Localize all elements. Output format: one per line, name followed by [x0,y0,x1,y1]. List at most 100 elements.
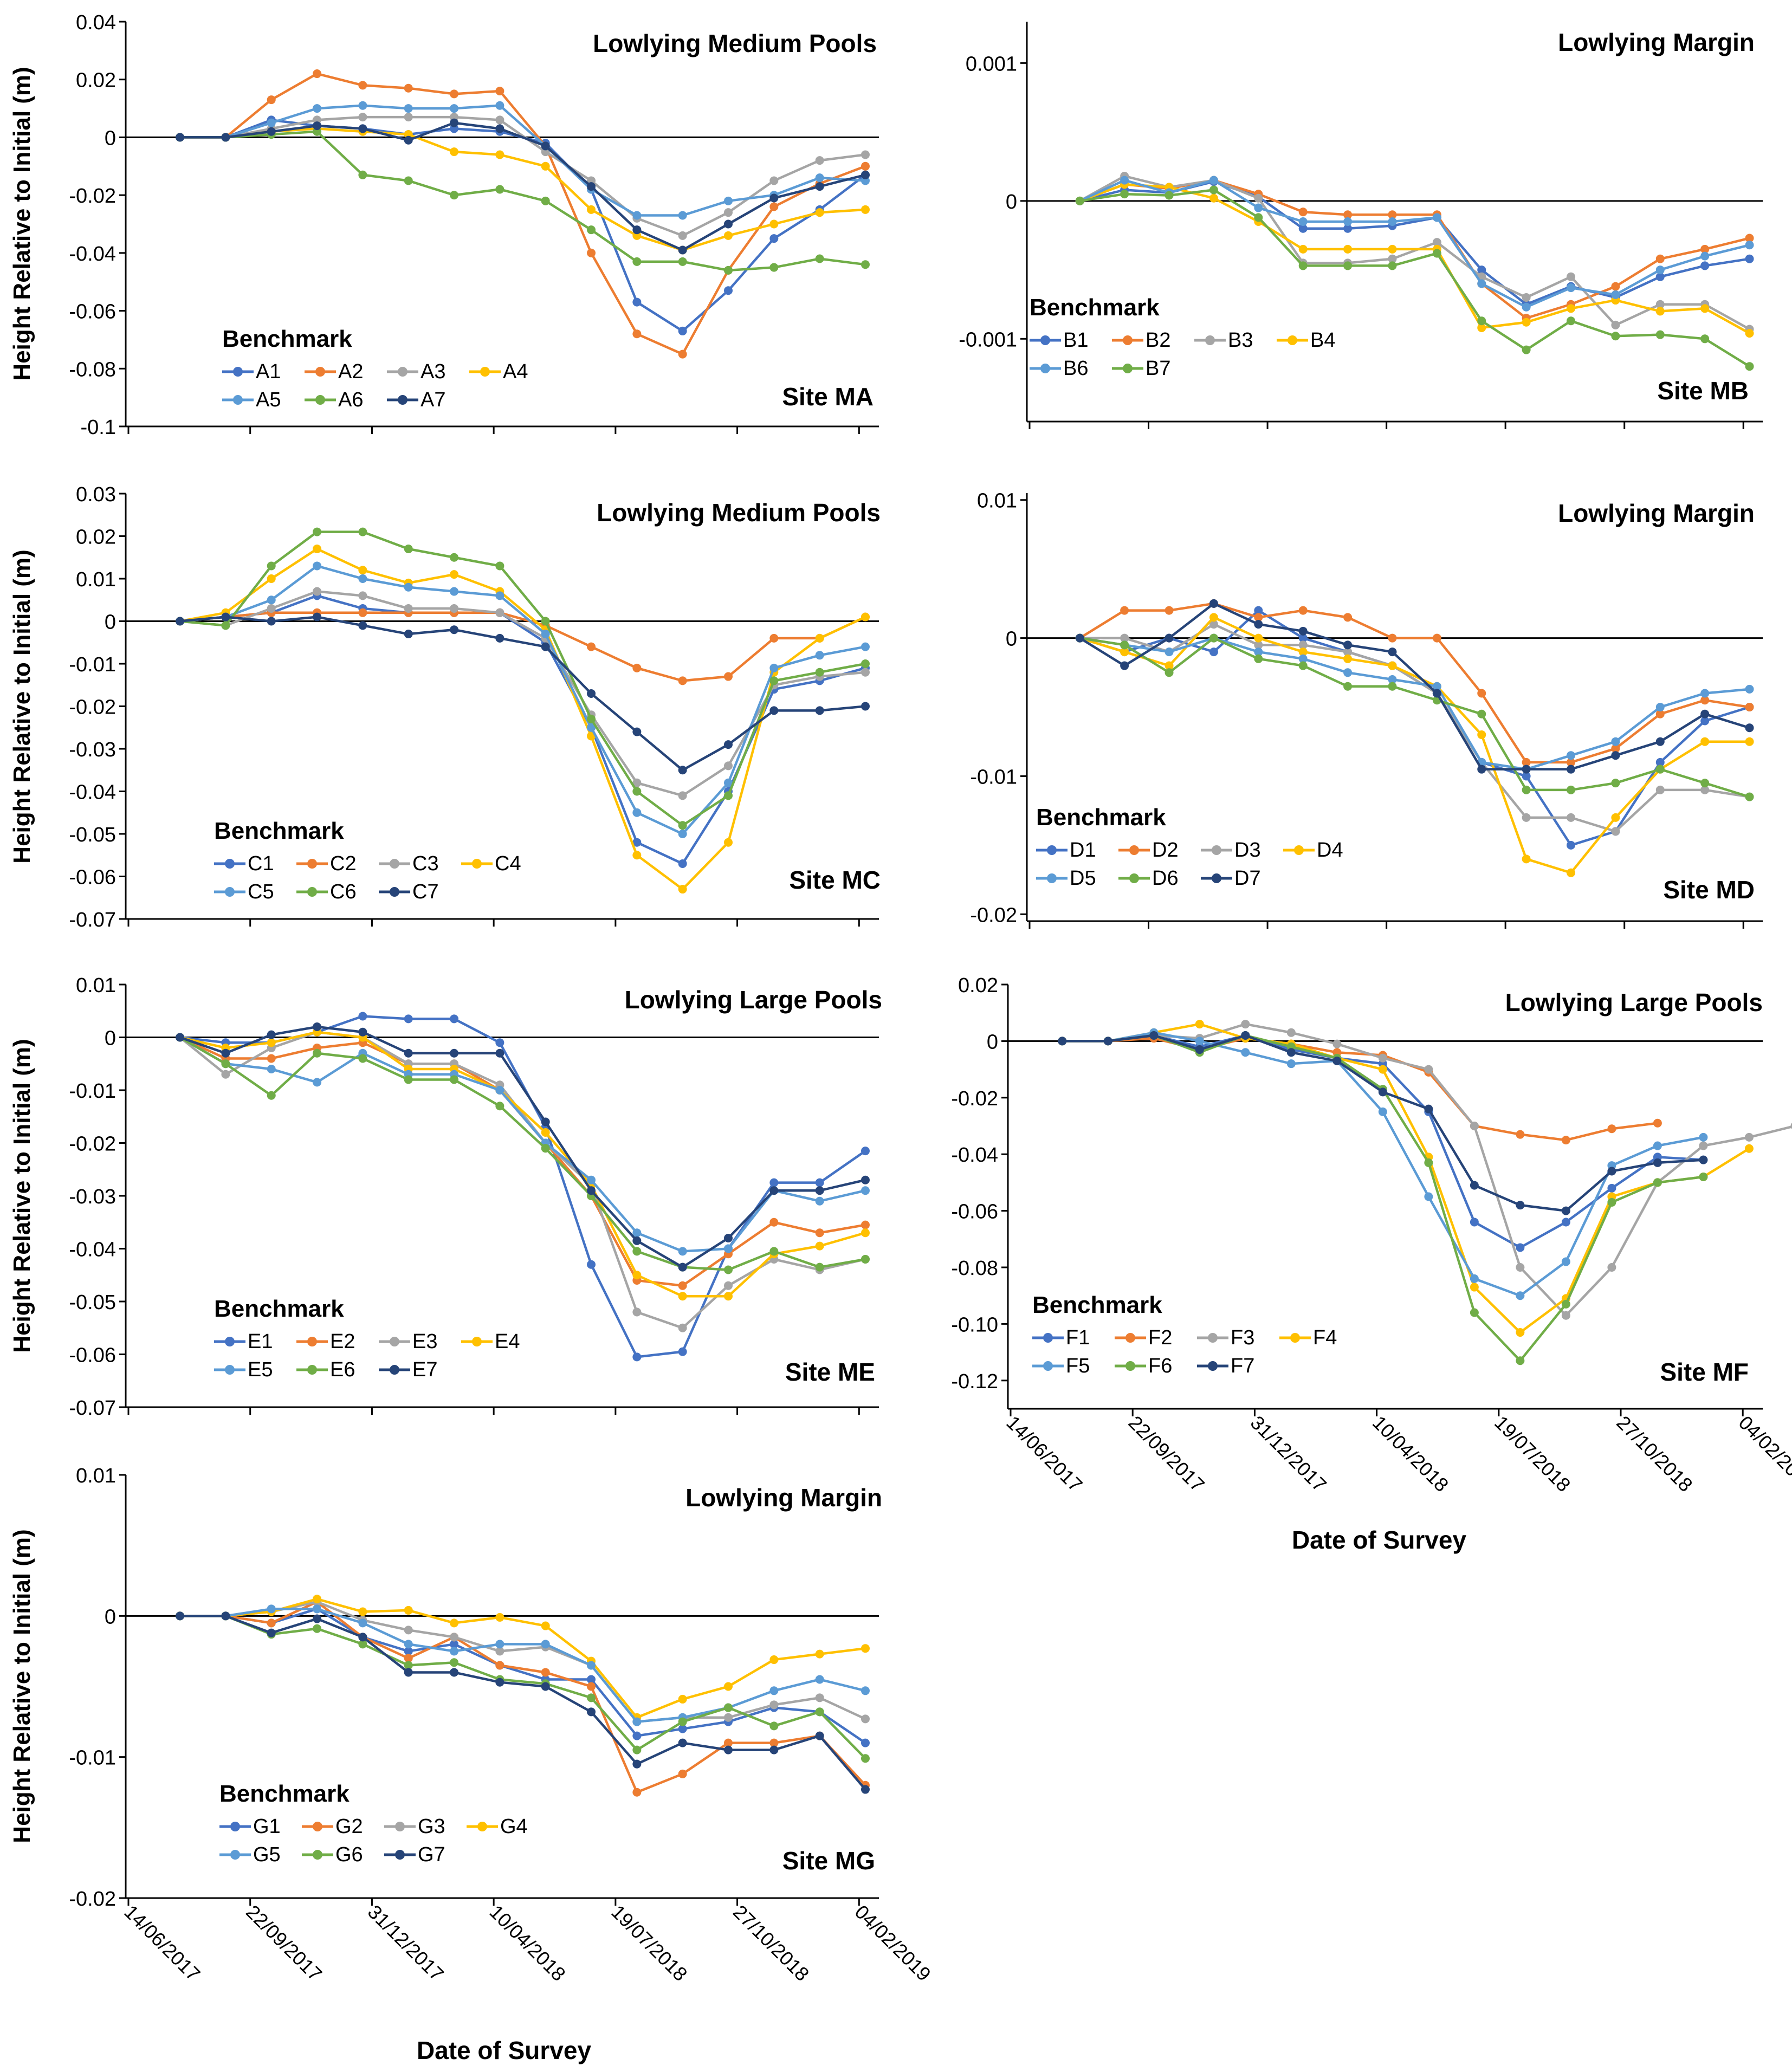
data-point-E1 [404,1014,413,1024]
data-point-A2 [358,81,367,90]
data-point-F6 [1607,1197,1616,1207]
data-point-D7 [1343,640,1353,650]
data-point-B7 [1432,249,1441,258]
data-point-D4 [1567,868,1576,877]
series-E3 [176,1027,870,1332]
data-point-E6 [358,1054,367,1063]
data-point-C6 [313,527,322,536]
data-point-D1 [1522,772,1531,781]
data-point-F3 [1516,1263,1525,1272]
legend-label: D2 [1152,839,1179,862]
data-point-D4 [1522,854,1531,864]
data-point-G3 [495,1647,504,1656]
series-line-A3 [180,115,866,237]
data-point-B2 [1745,234,1754,243]
data-point-B1 [1655,272,1665,281]
data-point-D7 [1165,633,1174,643]
data-point-C2 [769,633,779,643]
y-tick-label: -0.06 [951,1201,998,1223]
data-point-B3 [1567,272,1576,281]
data-point-F5 [1424,1192,1433,1201]
data-point-B4 [1745,329,1754,338]
series-line-B7 [1079,189,1750,368]
series-line-C2 [179,611,866,682]
data-point-A7 [678,245,687,255]
data-point-F5 [1561,1257,1570,1266]
legend-swatch-marker [307,1337,317,1346]
data-point-D6 [1745,792,1754,801]
data-point-F6 [1561,1299,1570,1309]
data-point-A5 [267,118,276,127]
series-D4 [1075,613,1754,877]
legend-label: G3 [418,1815,445,1838]
data-point-G7 [678,1738,687,1747]
data-point-C3 [678,791,687,800]
data-point-B6 [1567,283,1576,293]
data-point-F4 [1470,1283,1479,1292]
data-point-B6 [1298,217,1308,226]
legend-swatch-marker [1123,335,1133,345]
data-point-D6 [1700,779,1710,788]
data-point-A6 [495,185,504,194]
data-point-G2 [769,1738,779,1747]
data-point-D2 [1611,744,1620,753]
legend-swatch-marker [225,1337,235,1346]
data-point-C2 [678,676,687,685]
data-point-C5 [815,651,824,660]
data-point-B1 [1298,224,1308,233]
data-point-C1 [632,838,642,847]
data-point-A7 [861,170,870,179]
legend-label: E6 [330,1358,355,1381]
data-point-D6 [1254,654,1263,663]
y-tick-label: 0.04 [76,11,116,34]
data-point-A5 [495,101,504,110]
legend-label: D5 [1070,867,1096,890]
legend: Benchmark E1 E2 E3 E4 E5 E6 E7 [214,1296,520,1381]
data-point-C7 [495,633,504,643]
data-point-E4 [724,1292,733,1301]
data-point-A7 [450,118,459,127]
data-point-F7 [1286,1048,1296,1057]
data-point-G5 [267,1604,276,1614]
data-point-G3 [404,1626,413,1635]
series-E7 [176,1022,870,1272]
series-G7 [176,1611,870,1794]
data-point-D4 [1120,648,1129,657]
series-line-G3 [180,1600,866,1723]
data-point-C6 [724,791,733,800]
data-point-C6 [495,561,504,571]
series-line-A7 [180,121,866,252]
data-point-E1 [358,1012,367,1021]
legend-swatch-marker [1125,1333,1135,1343]
y-tick-label: 0.01 [76,568,116,591]
data-point-C7 [724,740,733,749]
data-point-F4 [1516,1328,1525,1337]
data-point-A7 [221,133,230,142]
data-point-C7 [267,617,276,626]
y-tick-label: -0.07 [69,1397,116,1420]
data-point-A5 [678,211,687,220]
legend-label: A1 [256,360,281,383]
x-tick-label: 22/09/2017 [242,1901,326,1985]
series-F1 [1058,1031,1708,1252]
data-point-D1 [1298,633,1308,643]
legend-swatch-marker [1040,364,1050,373]
series-line-G5 [180,1608,866,1723]
data-point-E5 [815,1196,824,1206]
data-point-A2 [313,69,322,79]
y-tick-label: -0.05 [69,1291,116,1314]
data-point-E7 [769,1186,779,1195]
legend-swatch-marker [230,1850,240,1860]
data-point-B7 [1567,316,1576,326]
data-point-F7 [1378,1087,1387,1097]
data-point-G6 [632,1745,642,1754]
data-point-G7 [358,1633,367,1642]
data-point-D2 [1388,633,1397,643]
data-point-A7 [541,141,550,151]
data-point-C3 [724,761,733,770]
data-point-D4 [1700,737,1710,746]
legend-label: F2 [1148,1326,1172,1349]
y-tick-label: -0.03 [69,739,116,761]
x-tick-label: 31/12/2017 [1246,1411,1331,1496]
data-point-F2 [1653,1118,1662,1128]
